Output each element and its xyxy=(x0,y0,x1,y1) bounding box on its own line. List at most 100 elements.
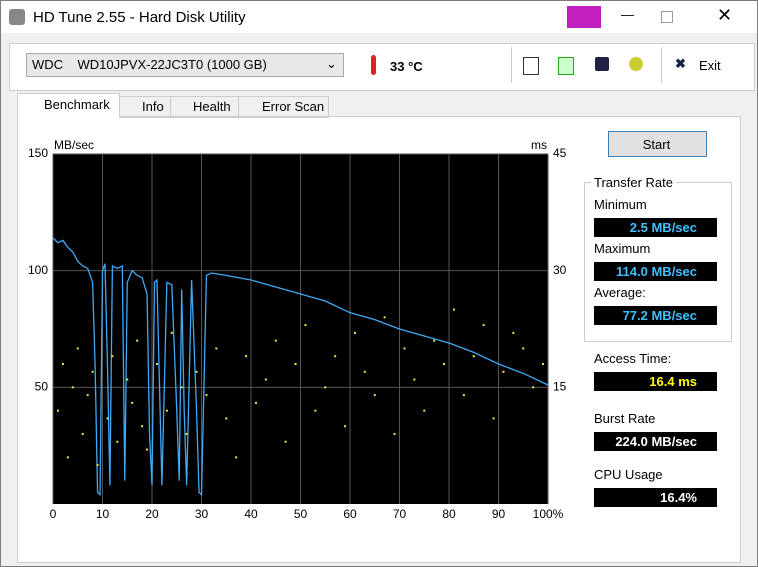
tab[interactable] xyxy=(17,93,120,118)
label: CPU Usage xyxy=(594,467,663,482)
access-point xyxy=(165,409,168,412)
access-point xyxy=(225,417,228,420)
access-point xyxy=(215,347,218,350)
start-button[interactable] xyxy=(608,131,707,157)
close[interactable]: ✕ xyxy=(717,5,733,25)
x-tick-label: 0 xyxy=(50,507,57,521)
exit-icon: ✖ xyxy=(675,56,686,71)
access-point xyxy=(185,433,188,435)
value-box: 16.4% xyxy=(594,488,717,507)
x-tick-label: 20 xyxy=(145,507,159,521)
tab-label: Health xyxy=(193,99,231,114)
access-point xyxy=(522,347,525,350)
access-point xyxy=(155,363,158,365)
access-point xyxy=(170,331,173,334)
access-point xyxy=(393,433,396,435)
x-tick-label: 10 xyxy=(96,507,110,521)
tab[interactable] xyxy=(238,96,329,118)
window-title: HD Tune 2.55 - Hard Disk Utility xyxy=(33,9,246,26)
y2-tick-label: 30 xyxy=(553,263,567,277)
access-point xyxy=(141,425,144,428)
access-point xyxy=(136,339,139,342)
access-point xyxy=(274,339,277,342)
access-point xyxy=(492,417,495,420)
access-point xyxy=(353,331,356,334)
group-title: Transfer Rate xyxy=(591,175,676,190)
access-point xyxy=(205,394,208,397)
label: Average: xyxy=(594,285,646,300)
value-box: 77.2 MB/sec xyxy=(594,306,717,325)
access-point xyxy=(334,355,337,358)
minimize[interactable]: — xyxy=(621,7,634,22)
access-point xyxy=(126,378,129,381)
access-point xyxy=(314,409,317,412)
access-point xyxy=(542,363,545,365)
value-box: 224.0 MB/sec xyxy=(594,432,717,451)
access-point xyxy=(71,386,74,389)
copy-all-button[interactable] xyxy=(558,57,574,75)
temperature: 33 °C xyxy=(390,59,423,74)
access-point xyxy=(423,409,426,412)
access-point xyxy=(76,347,79,350)
access-point xyxy=(373,394,376,397)
drive-select[interactable] xyxy=(26,53,344,77)
access-point xyxy=(106,417,109,420)
x-tick-label: 40 xyxy=(244,507,258,521)
access-point xyxy=(235,456,238,459)
y-tick-label: 150 xyxy=(28,146,48,160)
access-point xyxy=(482,324,485,327)
tab-label: Info xyxy=(142,99,164,114)
access-point xyxy=(91,370,94,373)
access-point xyxy=(344,425,347,428)
options-button[interactable] xyxy=(629,57,643,71)
y2-tick-label: 45 xyxy=(553,146,567,160)
x-tick-label: 90 xyxy=(492,507,506,521)
access-point xyxy=(116,440,119,443)
chart: 0 10 20 30 40 50 60 70 80 90 100% 50 100 150 15 30 45 MB/… xyxy=(28,138,567,521)
access-point xyxy=(61,363,64,365)
access-point xyxy=(86,394,89,397)
access-point xyxy=(502,370,505,373)
access-point xyxy=(146,448,149,451)
access-point xyxy=(363,370,366,373)
drive-name: WDC WD10JPVX-22JC3T0 (1000 GB) xyxy=(32,57,267,72)
y-tick-label: 100 xyxy=(28,263,48,277)
maximize[interactable] xyxy=(661,11,673,23)
label: Minimum xyxy=(594,197,647,212)
access-point xyxy=(294,363,297,365)
access-point xyxy=(81,433,84,435)
access-point xyxy=(472,355,475,358)
value-box: 114.0 MB/sec xyxy=(594,262,717,281)
access-point xyxy=(403,347,406,350)
tab-label: Benchmark xyxy=(44,97,110,112)
access-point xyxy=(462,394,465,397)
access-point xyxy=(180,386,183,389)
value-box: 2.5 MB/sec xyxy=(594,218,717,237)
access-point xyxy=(245,355,248,358)
access-point xyxy=(383,316,386,319)
x-tick-label: 50 xyxy=(294,507,308,521)
access-point xyxy=(284,440,287,443)
exit-button[interactable]: Exit xyxy=(699,58,721,73)
dropdown-arrow: ⌄ xyxy=(326,56,337,71)
separator xyxy=(511,47,512,83)
access-point xyxy=(66,456,69,459)
tab-label: Error Scan xyxy=(262,99,325,114)
access-point xyxy=(324,386,327,389)
label: Burst Rate xyxy=(594,411,656,426)
copy-button[interactable] xyxy=(523,57,539,75)
save-button[interactable] xyxy=(595,57,609,71)
access-point xyxy=(512,331,515,334)
access-point xyxy=(131,401,134,404)
access-point xyxy=(96,464,99,467)
y-tick-label: 50 xyxy=(35,380,49,394)
y2-tick-label: 15 xyxy=(553,380,567,394)
value-box: 16.4 ms xyxy=(594,372,717,391)
access-point xyxy=(304,324,307,327)
access-point xyxy=(254,401,257,404)
access-point xyxy=(413,378,416,381)
capture-button[interactable] xyxy=(567,6,601,28)
y2-axis-label: ms xyxy=(531,138,547,152)
access-point xyxy=(264,378,267,381)
app-icon xyxy=(9,9,25,25)
